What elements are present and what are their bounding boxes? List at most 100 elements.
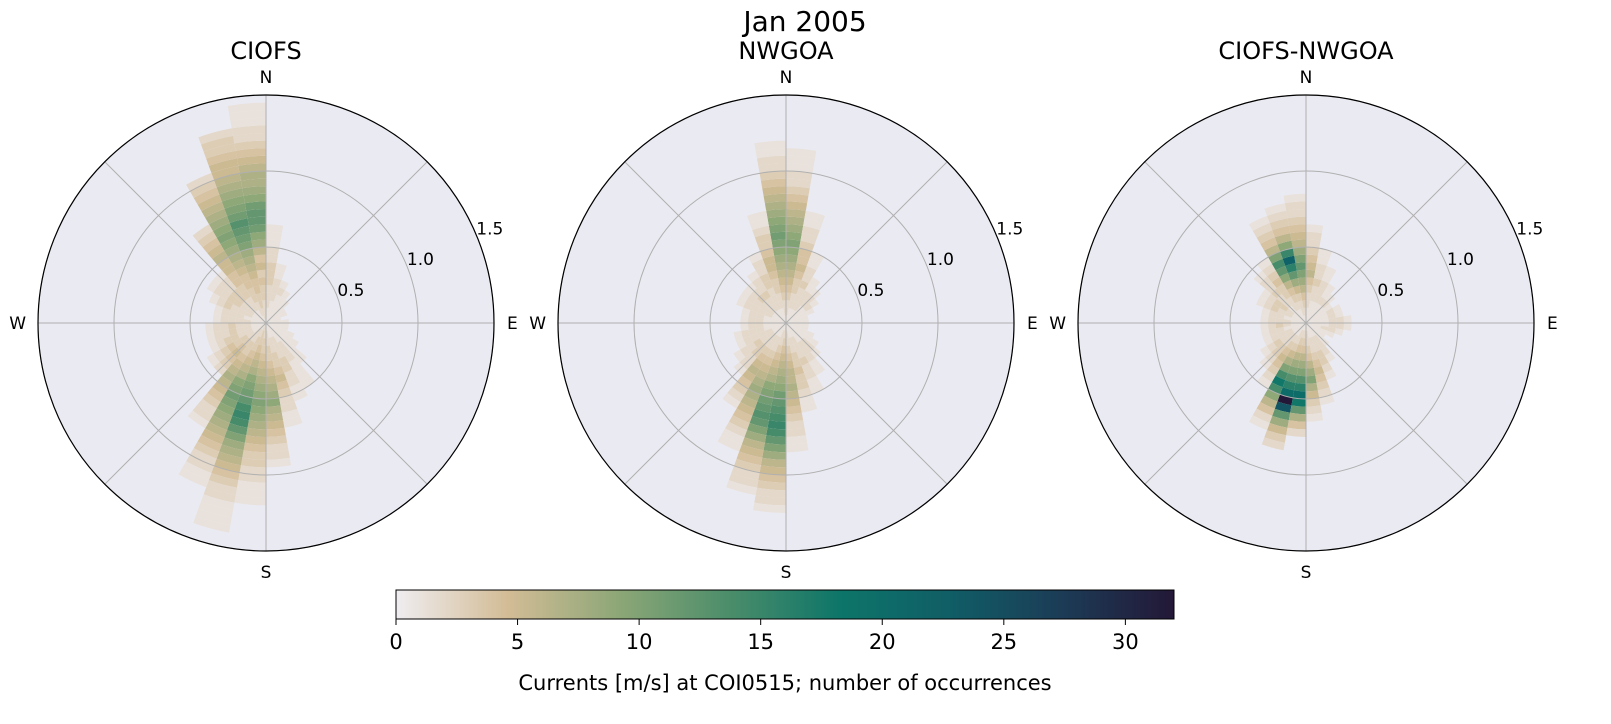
histogram-bin [786, 412, 804, 422]
histogram-bin [766, 296, 775, 306]
histogram-bin [1283, 325, 1292, 331]
histogram-bin [285, 352, 296, 363]
histogram-bin [1275, 369, 1288, 381]
histogram-bin [1275, 265, 1288, 277]
polar-frame [557, 94, 1015, 552]
histogram-bin [732, 408, 753, 423]
histogram-bin [786, 420, 805, 430]
histogram-bin [770, 323, 779, 326]
histogram-bin [260, 308, 265, 316]
histogram-bin [246, 296, 255, 306]
histogram-bin [284, 369, 297, 381]
histogram-bin [220, 323, 229, 331]
histogram-bin [227, 210, 248, 224]
histogram-bin [222, 263, 236, 277]
histogram-bin [732, 381, 748, 396]
histogram-bin [251, 324, 259, 329]
histogram-bin [786, 193, 809, 204]
histogram-bin [1306, 375, 1317, 384]
histogram-bin [271, 336, 278, 345]
histogram-bin [221, 329, 231, 339]
histogram-bin [243, 325, 252, 331]
histogram-bin [211, 165, 240, 181]
histogram-bin [280, 325, 289, 331]
histogram-bin [1306, 323, 1309, 331]
histogram-bin [219, 345, 232, 358]
histogram-bin [762, 380, 776, 391]
histogram-bin [1324, 369, 1337, 381]
histogram-bin [742, 369, 756, 383]
histogram-bin [786, 262, 797, 271]
histogram-bin [1298, 323, 1306, 327]
histogram-bin [213, 304, 224, 316]
histogram-bin [1271, 357, 1284, 370]
histogram-bin [207, 244, 225, 259]
histogram-bin [202, 237, 221, 254]
histogram-bin [759, 465, 786, 475]
histogram-bin [1334, 328, 1344, 336]
histogram-bin [1294, 336, 1301, 345]
histogram-bin [1287, 216, 1306, 226]
histogram-bin [268, 337, 274, 346]
histogram-bin [765, 263, 777, 274]
histogram-bin [269, 309, 276, 318]
radial-tick-label: 1.0 [927, 250, 954, 270]
histogram-bin [1291, 397, 1306, 407]
histogram-bin [193, 187, 220, 205]
histogram-bin [776, 269, 786, 279]
histogram-bin [1268, 316, 1277, 323]
histogram-bin [778, 323, 786, 327]
histogram-bin [748, 316, 757, 323]
histogram-bin [208, 158, 239, 174]
histogram-bin [763, 280, 773, 291]
angular-gridline [265, 322, 428, 485]
histogram-bin [1296, 328, 1303, 337]
histogram-bin [1311, 336, 1318, 345]
histogram-bin [767, 420, 786, 430]
histogram-bin [1263, 300, 1274, 310]
angular-gridline [1305, 322, 1468, 485]
histogram-bin [775, 375, 786, 384]
histogram-bin [1300, 308, 1305, 316]
histogram-bin [1257, 375, 1272, 389]
histogram-bin [799, 280, 809, 291]
histogram-bin [1280, 248, 1295, 259]
histogram-bin [269, 293, 277, 302]
histogram-bin [209, 215, 230, 231]
histogram-bin [1309, 309, 1316, 318]
histogram-bin [231, 125, 266, 136]
histogram-bin [1316, 255, 1330, 266]
histogram-bin [1311, 351, 1319, 361]
histogram-bin [786, 323, 794, 326]
histogram-bin [1306, 277, 1314, 286]
histogram-bin [206, 332, 217, 344]
histogram-bin [1268, 382, 1283, 395]
histogram-bin [273, 334, 281, 343]
histogram-bin [1284, 201, 1306, 211]
histogram-bin [232, 408, 251, 421]
histogram-bin [186, 173, 215, 192]
histogram-bin [252, 326, 261, 333]
histogram-bin [1290, 278, 1300, 288]
histogram-bin [1319, 328, 1328, 335]
histogram-bin [1286, 330, 1295, 338]
figure-suptitle: Jan 2005 [741, 5, 866, 38]
histogram-bin [786, 216, 805, 226]
histogram-bin [275, 372, 287, 383]
histogram-bin [1292, 247, 1306, 256]
histogram-bin [780, 308, 785, 316]
histogram-bin [780, 345, 786, 354]
histogram-bin [1306, 315, 1309, 323]
histogram-bin [1335, 316, 1344, 323]
histogram-bin [182, 461, 212, 481]
histogram-bin [251, 397, 266, 407]
histogram-bin [1300, 345, 1306, 354]
histogram-bin [1249, 415, 1270, 431]
histogram-bin [1271, 375, 1286, 388]
histogram-bin [1317, 308, 1326, 316]
histogram-bin [774, 254, 786, 264]
histogram-bin [273, 303, 281, 312]
histogram-bin [1306, 254, 1318, 264]
histogram-bin [224, 203, 247, 216]
histogram-bin [208, 472, 239, 488]
